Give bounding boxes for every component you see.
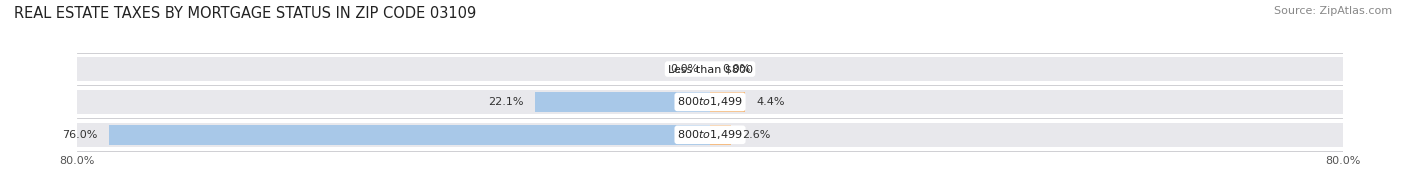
Text: Source: ZipAtlas.com: Source: ZipAtlas.com bbox=[1274, 6, 1392, 16]
Text: Less than $800: Less than $800 bbox=[668, 64, 752, 74]
Bar bbox=[710, 123, 1343, 147]
Bar bbox=[110, 125, 710, 144]
Text: 2.6%: 2.6% bbox=[742, 130, 770, 140]
Text: REAL ESTATE TAXES BY MORTGAGE STATUS IN ZIP CODE 03109: REAL ESTATE TAXES BY MORTGAGE STATUS IN … bbox=[14, 6, 477, 21]
Text: 0.0%: 0.0% bbox=[721, 64, 751, 74]
Bar bbox=[710, 90, 1343, 114]
Bar bbox=[710, 57, 1343, 81]
Text: 22.1%: 22.1% bbox=[488, 97, 523, 107]
Bar bbox=[77, 90, 710, 114]
Text: 4.4%: 4.4% bbox=[756, 97, 785, 107]
Text: $800 to $1,499: $800 to $1,499 bbox=[678, 95, 742, 108]
Bar bbox=[77, 57, 710, 81]
Bar bbox=[536, 92, 710, 112]
Text: 76.0%: 76.0% bbox=[62, 130, 97, 140]
Bar bbox=[77, 123, 710, 147]
Bar bbox=[710, 92, 745, 112]
Bar bbox=[710, 125, 731, 144]
Text: 0.0%: 0.0% bbox=[669, 64, 699, 74]
Text: $800 to $1,499: $800 to $1,499 bbox=[678, 128, 742, 141]
